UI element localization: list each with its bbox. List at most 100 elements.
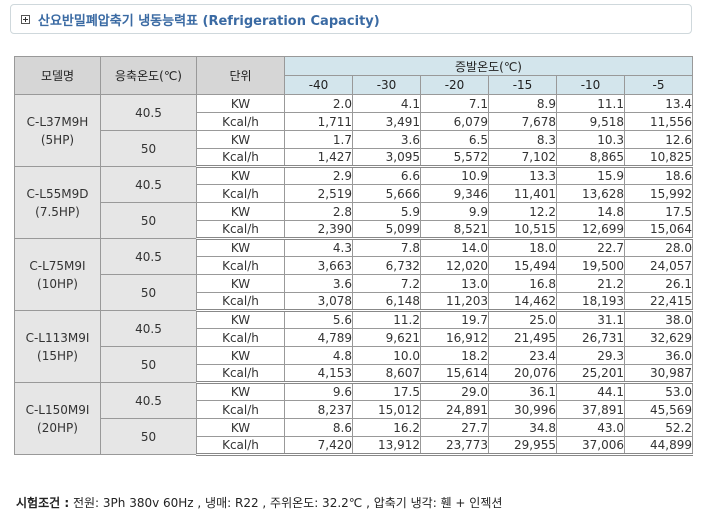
value-cell: 18.0: [488, 238, 557, 257]
header-model: 모델명: [14, 56, 101, 95]
value-cell: 44,899: [624, 436, 693, 456]
model-name: C-L113M9I: [25, 330, 90, 345]
value-cell: 26.1: [624, 274, 693, 293]
table-row: Kcal/h 1,427 3,095 5,572 7,102 8,865 10,825: [15, 148, 693, 168]
value-cell: 5,099: [352, 220, 421, 240]
table-row: C-L37M9H (5HP) 40.5 KW 2.0 4.1 7.1 8.9 11.1 13.4: [14, 94, 693, 167]
value-cell: 13.3: [488, 166, 557, 185]
value-cell: 11,556: [624, 112, 693, 131]
expand-icon[interactable]: [21, 14, 30, 24]
unit-cell: KW: [196, 310, 285, 329]
value-cell: 9,621: [352, 328, 421, 347]
cond-temp-cell: 40.5: [100, 238, 197, 275]
cond-temp-cell: 50: [100, 130, 197, 167]
value-cell: 15.9: [556, 166, 625, 185]
unit-cell: KW: [196, 202, 285, 221]
value-cell: 8,521: [420, 220, 489, 240]
value-cell: 14.0: [420, 238, 489, 257]
table-row: Kcal/h 3,078 6,148 11,203 14,462 18,193 22,415: [15, 292, 693, 312]
value-cell: 3,491: [352, 112, 421, 131]
value-cell: 53.0: [624, 382, 693, 401]
value-cell: 20,076: [488, 364, 557, 384]
value-cell: 23.4: [488, 346, 557, 365]
cond-temp-cell: 50: [100, 274, 197, 311]
value-cell: 15,012: [352, 400, 421, 419]
value-cell: 7.8: [352, 238, 421, 257]
value-cell: 10,515: [488, 220, 557, 240]
model-cell: C-L150M9I (20HP): [14, 382, 101, 455]
header-evap-col: -15: [488, 75, 557, 95]
value-cell: 5.9: [352, 202, 421, 221]
header-evap-col: -5: [624, 75, 693, 95]
header-evap-col: -30: [352, 75, 421, 95]
table-row: Kcal/h 1,711 3,491 6,079 7,678 9,518 11,556: [15, 112, 693, 131]
value-cell: 22.7: [556, 238, 625, 257]
unit-cell: KW: [196, 166, 285, 185]
unit-cell: KW: [196, 346, 285, 365]
value-cell: 18,193: [556, 292, 625, 312]
value-cell: 7.1: [420, 94, 489, 113]
cond-temp-cell: 40.5: [100, 310, 197, 347]
value-cell: 4,789: [284, 328, 353, 347]
value-cell: 25.0: [488, 310, 557, 329]
value-cell: 14,462: [488, 292, 557, 312]
value-cell: 12,020: [420, 256, 489, 275]
table-row: 50 KW 1.7 3.6 6.5 8.3 10.3 12.6: [15, 130, 693, 167]
value-cell: 7,678: [488, 112, 557, 131]
capacity-table: 모델명 응축온도(℃) 단위 증발온도(℃) -40 -30 -20 -15 -10 -5…: [14, 56, 693, 456]
value-cell: 12.2: [488, 202, 557, 221]
value-cell: 12,699: [556, 220, 625, 240]
value-cell: 21.2: [556, 274, 625, 293]
value-cell: 29,955: [488, 436, 557, 456]
value-cell: 13,628: [556, 184, 625, 203]
unit-cell: Kcal/h: [196, 436, 285, 456]
model-hp: (20HP): [37, 420, 78, 435]
unit-cell: Kcal/h: [196, 112, 285, 131]
value-cell: 37,891: [556, 400, 625, 419]
model-name: C-L37M9H: [26, 114, 89, 129]
value-cell: 15,064: [624, 220, 693, 240]
value-cell: 5.6: [284, 310, 353, 329]
table-row: Kcal/h 2,519 5,666 9,346 11,401 13,628 15,992: [15, 184, 693, 203]
value-cell: 3,078: [284, 292, 353, 312]
table-row: Kcal/h 2,390 5,099 8,521 10,515 12,699 15,064: [15, 220, 693, 240]
header-evap-col: -40: [284, 75, 353, 95]
value-cell: 32,629: [624, 328, 693, 347]
header-unit: 단위: [196, 56, 285, 95]
cond-temp-cell: 50: [100, 346, 197, 383]
value-cell: 28.0: [624, 238, 693, 257]
cond-temp-cell: 50: [100, 418, 197, 455]
value-cell: 26,731: [556, 328, 625, 347]
unit-cell: Kcal/h: [196, 220, 285, 240]
table-row: 50 KW 4.8 10.0 18.2 23.4 29.3 36.0: [15, 346, 693, 383]
table-row: C-L75M9I (10HP) 40.5 KW 4.3 7.8 14.0 18.0 22.7 28…: [14, 238, 693, 311]
value-cell: 19.7: [420, 310, 489, 329]
value-cell: 9,346: [420, 184, 489, 203]
value-cell: 8.9: [488, 94, 557, 113]
value-cell: 45,569: [624, 400, 693, 419]
model-hp: (15HP): [37, 348, 78, 363]
model-cell: C-L75M9I (10HP): [14, 238, 101, 311]
value-cell: 6.6: [352, 166, 421, 185]
value-cell: 25,201: [556, 364, 625, 384]
value-cell: 13.0: [420, 274, 489, 293]
table-row: Kcal/h 3,663 6,732 12,020 15,494 19,500 24,057: [15, 256, 693, 275]
model-name: C-L150M9I: [25, 402, 90, 417]
test-conditions: 시험조건 : 전원: 3Ph 380v 60Hz , 냉매: R22 , 주위온…: [16, 494, 502, 511]
value-cell: 18.6: [624, 166, 693, 185]
value-cell: 30,996: [488, 400, 557, 419]
value-cell: 7,102: [488, 148, 557, 168]
value-cell: 10.3: [556, 130, 625, 149]
value-cell: 36.1: [488, 382, 557, 401]
value-cell: 5,572: [420, 148, 489, 168]
table-row: 50 KW 2.8 5.9 9.9 12.2 14.8 17.5: [15, 202, 693, 239]
unit-cell: Kcal/h: [196, 256, 285, 275]
value-cell: 52.2: [624, 418, 693, 437]
value-cell: 27.7: [420, 418, 489, 437]
value-cell: 22,415: [624, 292, 693, 312]
value-cell: 11.1: [556, 94, 625, 113]
value-cell: 16.2: [352, 418, 421, 437]
value-cell: 6,148: [352, 292, 421, 312]
value-cell: 2.0: [284, 94, 353, 113]
value-cell: 16,912: [420, 328, 489, 347]
